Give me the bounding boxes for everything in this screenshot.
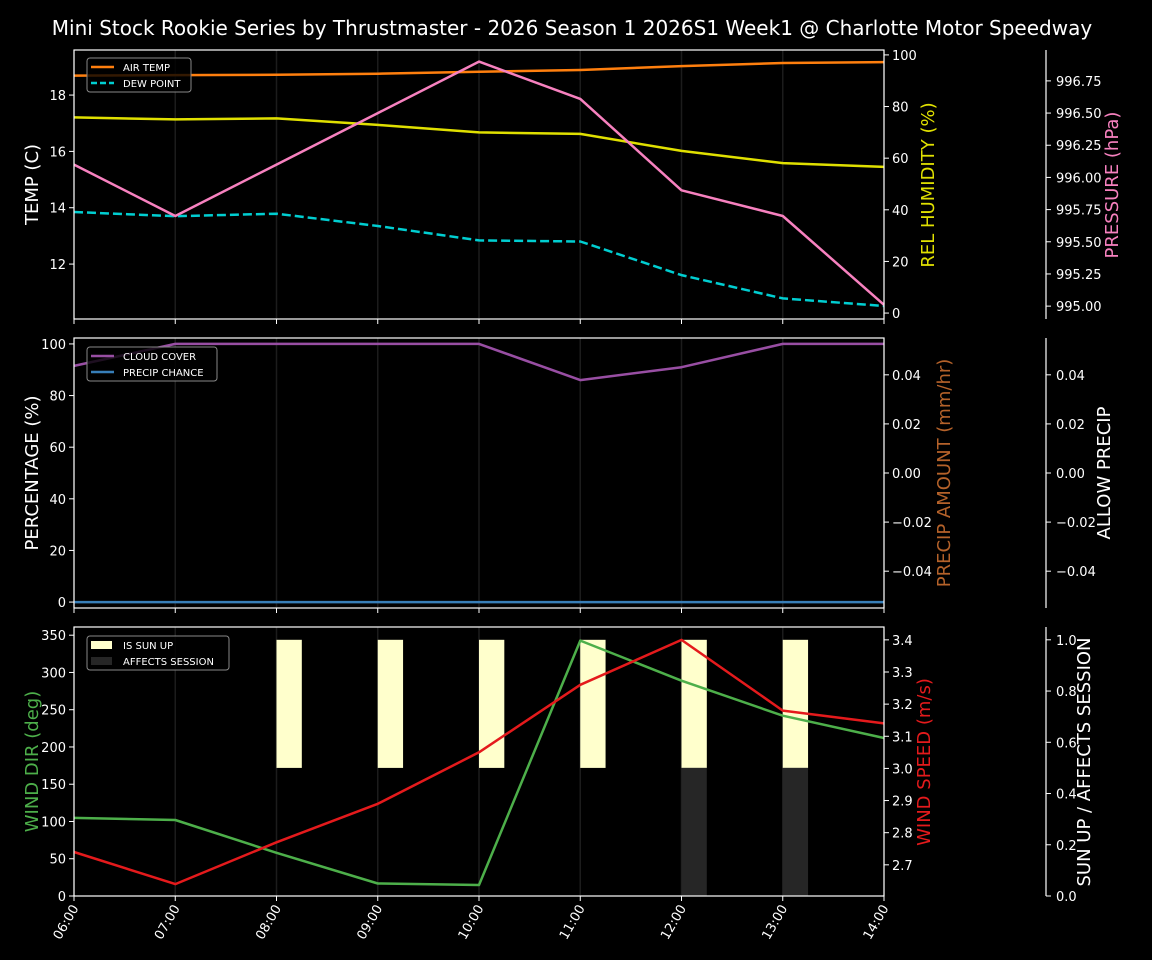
legend-label: AFFECTS SESSION xyxy=(123,657,214,668)
right-y-tick-label: 80 xyxy=(892,101,909,116)
right2-y-tick-label: 0.6 xyxy=(1056,736,1077,751)
right-axis-label: REL HUMIDITY (%) xyxy=(918,102,939,267)
right-y-tick-label: 3.0 xyxy=(892,762,913,777)
series-line-3-1 xyxy=(73,639,885,887)
right2-y-tick-label: 0.04 xyxy=(1056,369,1085,384)
chart-title: Mini Stock Rookie Series by Thrustmaster… xyxy=(52,16,1093,40)
bar-is-sun-up xyxy=(377,639,404,768)
legend: IS SUN UP AFFECTS SESSION xyxy=(86,635,230,671)
left-y-tick-label: 150 xyxy=(41,778,66,793)
panel-2: 0 20 40 60 80 100 PERCENTAGE (%) −0.04 −0.02 0.00… xyxy=(22,337,1115,613)
legend-label: DEW POINT xyxy=(123,79,181,90)
bar-affects-session xyxy=(782,767,809,896)
left-axis-label: PERCENTAGE (%) xyxy=(22,395,43,550)
series-line-cloud-cover xyxy=(73,342,884,382)
right-y-tick-label: 40 xyxy=(892,204,909,219)
left-y-tick-label: 80 xyxy=(49,390,66,405)
right2-y-tick-label: 0.00 xyxy=(1056,467,1085,482)
legend-label: AIR TEMP xyxy=(123,63,170,74)
right2-y-tick-label: 996.00 xyxy=(1056,171,1102,186)
right2-y-tick-label: 995.75 xyxy=(1056,204,1102,219)
bar-affects-session xyxy=(681,767,707,896)
right-y-tick-label: 0.04 xyxy=(892,369,921,384)
bar-is-sun-up xyxy=(782,639,809,768)
legend-swatch xyxy=(91,657,112,665)
left-y-tick-label: 200 xyxy=(41,741,66,756)
legend: AIR TEMP DEW POINT xyxy=(86,57,192,93)
right-y-tick-label: 3.1 xyxy=(892,730,913,745)
left-axis-label: TEMP (C) xyxy=(22,144,43,226)
legend-label: IS SUN UP xyxy=(123,641,173,652)
left-y-tick-label: 0 xyxy=(58,890,66,905)
right-y-tick-label: −0.04 xyxy=(892,565,932,580)
legend-label: PRECIP CHANCE xyxy=(123,368,204,379)
right2-y-tick-label: 0.2 xyxy=(1056,839,1077,854)
series-line-1-4 xyxy=(73,60,885,306)
left-axis-label: WIND DIR (deg) xyxy=(22,691,43,833)
left-y-tick-label: 350 xyxy=(41,629,66,644)
left-y-tick-label: 12 xyxy=(49,258,66,273)
left-y-tick-label: 20 xyxy=(49,544,66,559)
right-y-tick-label: 2.8 xyxy=(892,827,913,842)
right-y-tick-label: 3.4 xyxy=(892,634,913,649)
left-y-tick-label: 100 xyxy=(41,815,66,830)
bar-is-sun-up xyxy=(276,639,302,768)
left-y-tick-label: 100 xyxy=(41,338,66,353)
right2-y-tick-label: −0.02 xyxy=(1056,516,1096,531)
bar-is-sun-up xyxy=(580,639,606,768)
series-line-3-2 xyxy=(73,638,885,886)
left-y-tick-label: 250 xyxy=(41,704,66,719)
bar-is-sun-up xyxy=(479,639,505,768)
right-y-tick-label: 3.3 xyxy=(892,666,913,681)
legend-box xyxy=(86,635,230,671)
legend-swatch xyxy=(91,641,112,649)
right-y-tick-label: 3.2 xyxy=(892,698,913,713)
right2-axis-label: SUN UP / AFFECTS SESSION xyxy=(1074,637,1095,886)
left-y-tick-label: 60 xyxy=(49,441,66,456)
right2-y-tick-label: 0.4 xyxy=(1056,788,1077,803)
bar-is-sun-up xyxy=(681,639,707,768)
left-y-tick-label: 40 xyxy=(49,493,66,508)
left-y-tick-label: 50 xyxy=(49,853,66,868)
right2-axis-label: ALLOW PRECIP xyxy=(1094,406,1115,539)
right2-y-tick-label: 1.0 xyxy=(1056,634,1077,649)
legend: CLOUD COVER PRECIP CHANCE xyxy=(86,346,218,382)
panel-3: 06:00 07:00 08:00 09:00 10:00 11:00 12:00 13:00… xyxy=(22,626,1095,942)
right2-y-tick-label: 996.25 xyxy=(1056,139,1102,154)
right-y-tick-label: 2.9 xyxy=(892,795,913,810)
right2-y-tick-label: −0.04 xyxy=(1056,565,1096,580)
right-y-tick-label: 2.7 xyxy=(892,859,913,874)
series-line-air-temp xyxy=(73,60,885,77)
panel-1: 12 14 16 18 TEMP (C) 0 20 40 60 80 100 REL HUMIDITY… xyxy=(22,49,1123,324)
legend-box xyxy=(86,346,218,382)
right2-y-tick-label: 995.50 xyxy=(1056,236,1102,251)
right-y-tick-label: 100 xyxy=(892,49,917,64)
right2-y-tick-label: 0.02 xyxy=(1056,418,1085,433)
right2-y-tick-label: 996.75 xyxy=(1056,75,1102,90)
right-y-tick-label: 20 xyxy=(892,255,909,270)
right-y-tick-label: 0 xyxy=(892,307,900,322)
right2-y-tick-label: 0.8 xyxy=(1056,685,1077,700)
legend-label: CLOUD COVER xyxy=(123,352,196,363)
left-y-tick-label: 16 xyxy=(49,145,66,160)
panels: 12 14 16 18 TEMP (C) 0 20 40 60 80 100 REL HUMIDITY… xyxy=(22,49,1123,943)
left-y-tick-label: 18 xyxy=(49,89,66,104)
left-y-tick-label: 0 xyxy=(58,596,66,611)
right2-y-tick-label: 0.0 xyxy=(1056,890,1077,905)
left-y-tick-label: 300 xyxy=(41,666,66,681)
series-line-dew-point xyxy=(73,210,885,308)
right-y-tick-label: 0.00 xyxy=(892,467,921,482)
right2-y-tick-label: 995.25 xyxy=(1056,268,1102,283)
right2-y-tick-label: 995.00 xyxy=(1056,300,1102,315)
right2-y-tick-label: 996.50 xyxy=(1056,107,1102,122)
right-axis-label: PRECIP AMOUNT (mm/hr) xyxy=(934,359,955,588)
right-axis-label: WIND SPEED (m/s) xyxy=(914,678,935,846)
right-y-tick-label: −0.02 xyxy=(892,516,932,531)
series-line-1-3 xyxy=(73,116,885,169)
right-y-tick-label: 60 xyxy=(892,152,909,167)
right2-axis-label: PRESSURE (hPa) xyxy=(1102,112,1123,259)
right-y-tick-label: 0.02 xyxy=(892,418,921,433)
left-y-tick-label: 14 xyxy=(49,202,66,217)
